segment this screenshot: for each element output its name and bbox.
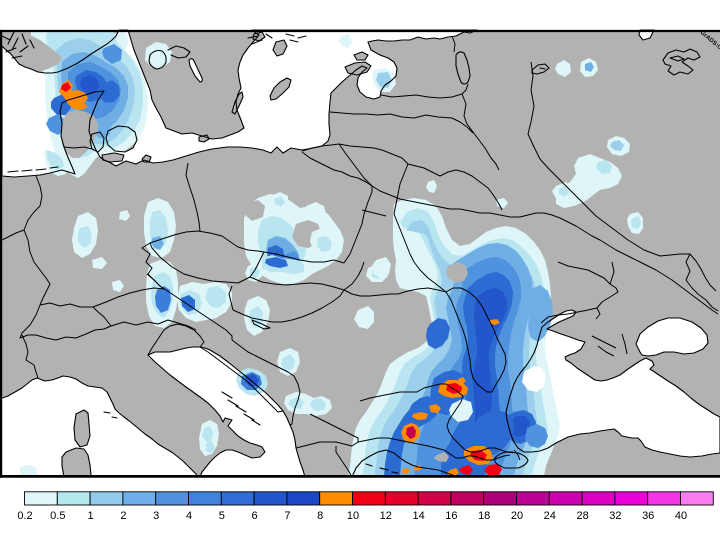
svg-text:0.2: 0.2 [17,510,32,522]
svg-text:24: 24 [544,510,556,522]
svg-text:40: 40 [675,510,687,522]
svg-text:7: 7 [284,510,290,522]
svg-text:2: 2 [120,510,126,522]
svg-text:6: 6 [252,510,258,522]
svg-text:1: 1 [88,510,94,522]
svg-text:16: 16 [445,510,457,522]
svg-text:4: 4 [186,510,192,522]
svg-text:8: 8 [317,510,323,522]
svg-text:5: 5 [219,510,225,522]
svg-text:12: 12 [380,510,392,522]
svg-text:3: 3 [153,510,159,522]
svg-text:18: 18 [478,510,490,522]
svg-text:32: 32 [609,510,621,522]
svg-text:20: 20 [511,510,523,522]
svg-text:10: 10 [347,510,359,522]
svg-text:14: 14 [412,510,424,522]
svg-text:0.5: 0.5 [50,510,65,522]
svg-text:36: 36 [642,510,654,522]
svg-text:28: 28 [576,510,588,522]
